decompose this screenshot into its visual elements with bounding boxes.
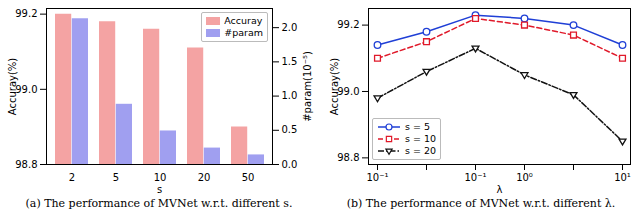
svg-text:s: s [157,184,162,195]
svg-text:10¹: 10¹ [614,172,631,183]
svg-text:99.0: 99.0 [337,86,359,97]
svg-text:50: 50 [242,172,255,183]
svg-text:99.2: 99.2 [337,19,359,30]
svg-text:1.0: 1.0 [282,90,298,101]
svg-text:1.5: 1.5 [282,56,298,67]
svg-text:5: 5 [113,172,119,183]
svg-text:Accuray(%): Accuray(%) [329,58,340,116]
svg-text:10⁻¹: 10⁻¹ [366,172,388,183]
svg-text:98.8: 98.8 [15,159,37,170]
html-text:s = 20: s = 20 [405,145,436,156]
svg-text:λ: λ [497,184,503,195]
svg-text:98.8: 98.8 [337,152,359,163]
svg-text:99.2: 99.2 [15,8,37,19]
html-text:s = 10: s = 10 [405,133,436,144]
svg-text:Accuray(%): Accuray(%) [7,58,18,116]
html-text:(a) The performance of MVNet w: (a) The performance of MVNet w.r.t. diff… [25,197,293,210]
svg-text:10: 10 [154,172,167,183]
svg-text:99.0: 99.0 [15,84,37,95]
svg-text:2: 2 [69,172,75,183]
svg-text:0.0: 0.0 [282,159,298,170]
html-text:Accuray: Accuray [224,15,263,26]
svg-text:10⁰: 10⁰ [516,172,533,183]
html-text:(b) The performance of MVNet w: (b) The performance of MVNet w.r.t. diff… [346,197,616,210]
svg-text:#param(10⁻⁵): #param(10⁻⁵) [302,51,313,122]
svg-text:0.5: 0.5 [282,124,298,135]
svg-text:2.0: 2.0 [282,22,298,33]
svg-text:20: 20 [198,172,211,183]
html-text:#param: #param [224,27,263,38]
html-text:s = 5: s = 5 [405,121,430,132]
svg-text:10⁻¹: 10⁻¹ [464,172,486,183]
